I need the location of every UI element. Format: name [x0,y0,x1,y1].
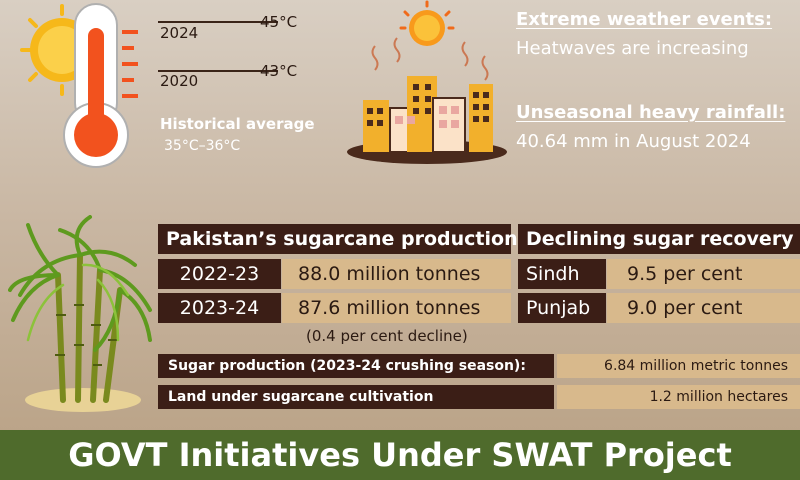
production-value-2023-24: 87.6 million tonnes [282,293,511,323]
rainfall-value: 40.64 mm in August 2024 [516,131,751,152]
sugarcane-illustration [8,215,152,412]
footer-title: GOVT Initiatives Under SWAT Project [0,430,800,480]
land-cultivation-label: Land under sugarcane cultivation [158,385,554,409]
historical-average-value: 35°C–36°C [164,138,241,154]
year-2020: 2020 [160,72,199,90]
production-year-2023-24: 2023-24 [158,293,281,323]
rainfall-title: Unseasonal heavy rainfall: [516,102,786,123]
divider-2024 [158,21,278,23]
recovery-value-punjab: 9.0 per cent [607,293,800,323]
production-year-2022-23: 2022-23 [158,259,281,289]
recovery-region-punjab: Punjab [518,293,606,323]
sugar-production-value: 6.84 million metric tonnes [557,354,800,378]
sugar-production-label: Sugar production (2023-24 crushing seaso… [158,354,554,378]
recovery-header: Declining sugar recovery [518,224,800,254]
land-cultivation-value: 1.2 million hectares [557,385,800,409]
thermometer-sun-illustration [20,3,138,168]
recovery-value-sindh: 9.5 per cent [607,259,800,289]
production-decline-note: (0.4 per cent decline) [306,327,468,345]
divider-2020 [158,70,278,72]
temp-2020: 43°C [260,62,298,80]
production-value-2022-23: 88.0 million tonnes [282,259,511,289]
extreme-weather-value: Heatwaves are increasing [516,38,749,59]
thermometer-icon [63,3,138,168]
sun-icon [399,0,455,46]
temp-2024: 45°C [260,13,298,31]
production-header: Pakistan’s sugarcane production [158,224,518,254]
recovery-region-sindh: Sindh [518,259,606,289]
historical-average-label: Historical average [160,115,315,133]
city-heat-illustration [347,0,507,164]
extreme-weather-title: Extreme weather events: [516,9,773,30]
year-2024: 2024 [160,24,199,42]
